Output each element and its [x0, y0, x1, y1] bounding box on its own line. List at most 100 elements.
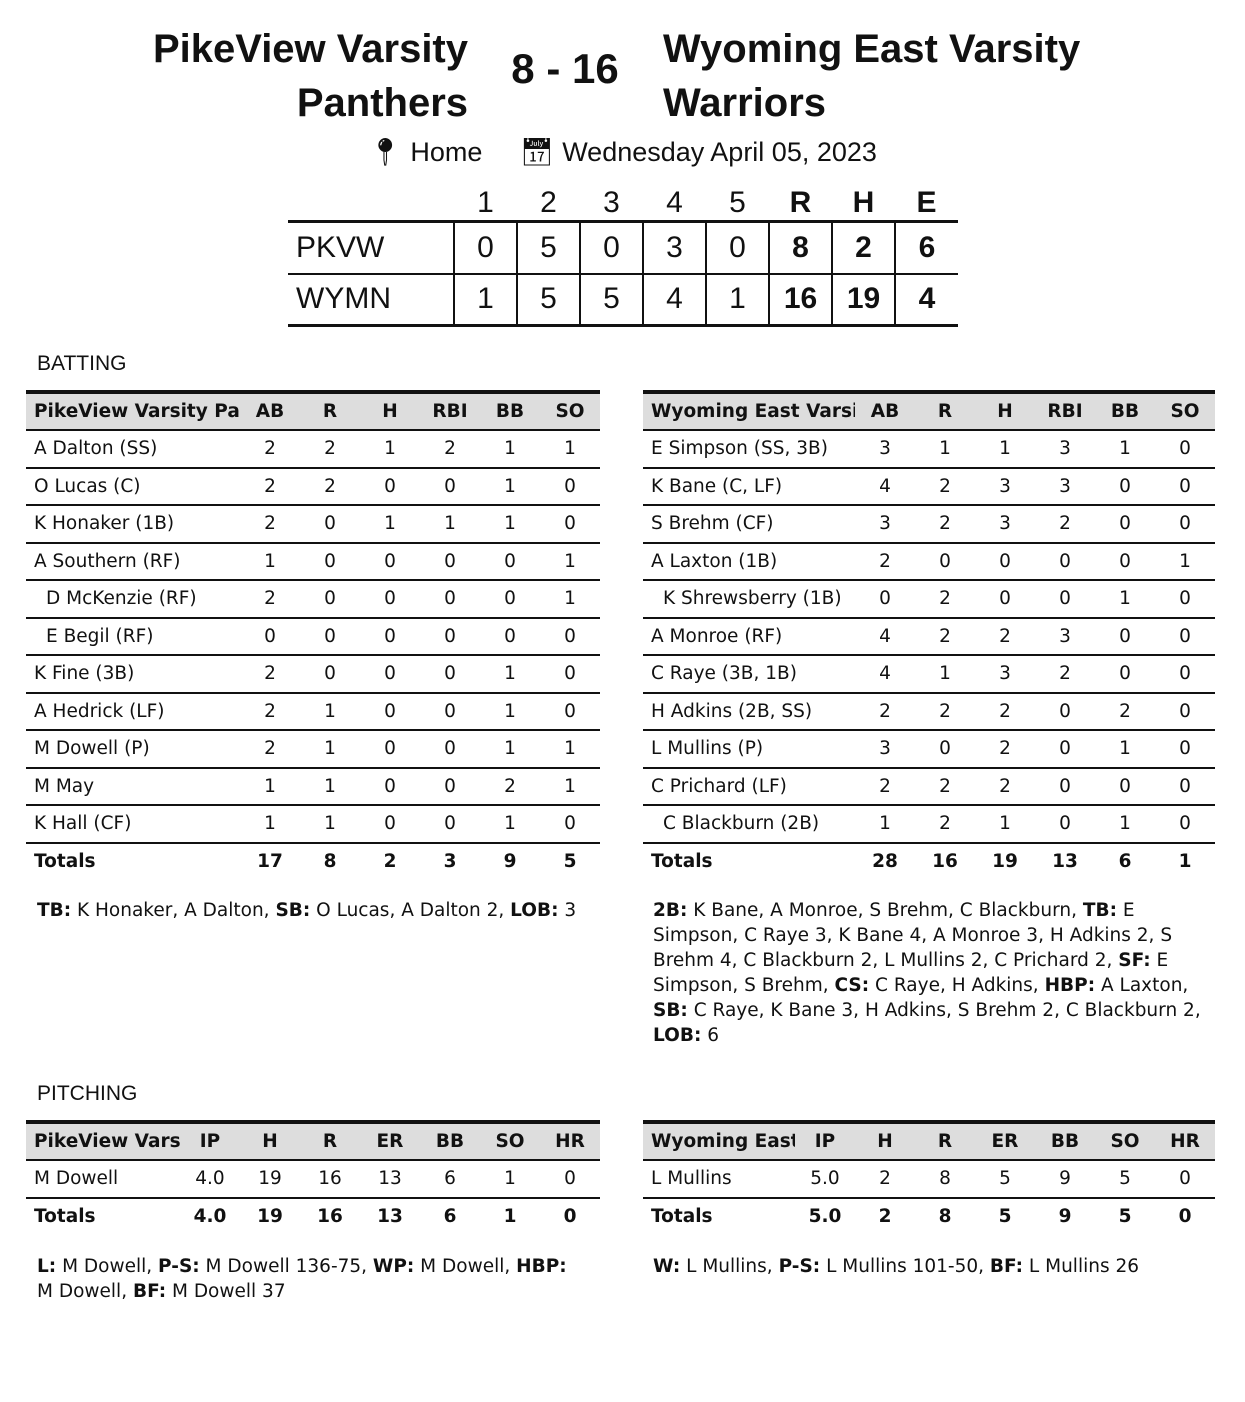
stat-cell: 0 — [540, 655, 600, 694]
stat-cell: 3 — [1035, 467, 1095, 506]
team-abbr: PKVW — [288, 220, 454, 275]
column-header: HR — [1155, 1120, 1215, 1161]
stat-cell: 2 — [855, 692, 915, 731]
pitching-table-home: PikeView Varsity PanthersIPHRERBBSOHRM D… — [26, 1120, 600, 1235]
total-cell: 5 — [998, 1206, 1012, 1228]
player-name: H Adkins (2B, SS) — [643, 692, 855, 731]
stat-cell: 2 — [855, 1160, 915, 1199]
stat-cell: 0 — [540, 805, 600, 844]
away-team-name: Wyoming East Varsity Warriors — [663, 27, 1081, 125]
stat-cell: 2 — [300, 467, 360, 506]
inning-label: 5 — [729, 186, 746, 219]
table-row: L Mullins (P) 3 0 2 0 1 0 — [643, 730, 1215, 769]
note-label: CS: — [834, 975, 870, 996]
stat-cell: 0 — [975, 542, 1035, 581]
pitching-heading: PITCHING — [37, 1082, 138, 1105]
player-name: O Lucas (C) — [26, 467, 240, 506]
stat-cell: 0 — [420, 580, 480, 619]
linescore-header: 1 2 3 4 5 R H E — [288, 186, 958, 222]
stat-cell: 2 — [975, 692, 1035, 731]
stat-cell: 0 — [540, 1160, 600, 1199]
note-text: M Dowell, — [56, 1256, 159, 1277]
stat-cell: 16 — [300, 1160, 360, 1199]
column-header: BB — [480, 390, 540, 431]
stat-cell: 0 — [1095, 505, 1155, 544]
note-label: BF: — [989, 1256, 1024, 1277]
table-row: E Begil (RF) 0 0 0 0 0 0 — [26, 617, 600, 656]
stat-cell: 0 — [360, 730, 420, 769]
total-cell: 5.0 — [808, 1206, 842, 1228]
linescore-row: PKVW 0 5 0 3 0 8 2 6 — [288, 220, 958, 275]
totals-label: Totals — [34, 1206, 96, 1228]
stat-cell: 0 — [300, 655, 360, 694]
column-header: H — [855, 1120, 915, 1161]
stat-cell: 0 — [1035, 580, 1095, 619]
stat-cell: 0 — [480, 542, 540, 581]
table-row: E Simpson (SS, 3B) 3 1 1 3 1 0 — [643, 430, 1215, 469]
stat-cell: 4.0 — [180, 1160, 240, 1199]
note-label: P-S: — [778, 1256, 821, 1277]
stat-cell: 0 — [1155, 655, 1215, 694]
stat-cell: 1 — [975, 805, 1035, 844]
total-cell: 13 — [377, 1206, 403, 1228]
stat-cell: 0 — [1155, 467, 1215, 506]
totals-row: Totals 5.0 2 8 5 9 5 0 — [643, 1198, 1215, 1236]
stat-cell: 0 — [420, 655, 480, 694]
stat-cell: 1 — [480, 1160, 540, 1199]
stat-cell: 0 — [420, 542, 480, 581]
column-header: SO — [540, 390, 600, 431]
batting-heading: BATTING — [37, 352, 127, 375]
column-header: IP — [180, 1120, 240, 1161]
pitching-notes-home: L: M Dowell, P-S: M Dowell 136-75, WP: M… — [37, 1254, 577, 1304]
table-row: C Raye (3B, 1B) 4 1 3 2 0 0 — [643, 655, 1215, 694]
stat-cell: 0 — [1095, 467, 1155, 506]
note-text: O Lucas, A Dalton 2, — [310, 900, 511, 921]
linescore-cell: 4 — [894, 273, 958, 327]
player-name: C Raye (3B, 1B) — [643, 655, 855, 694]
note-text: C Raye, K Bane 3, H Adkins, S Brehm 2, C… — [687, 1000, 1201, 1021]
stat-cell: 0 — [1035, 805, 1095, 844]
stat-cell: 2 — [975, 617, 1035, 656]
stat-cell: 0 — [360, 805, 420, 844]
column-header: AB — [855, 390, 915, 431]
table-row: K Hall (CF) 1 1 0 0 1 0 — [26, 805, 600, 844]
stat-cell: 1 — [540, 730, 600, 769]
column-header: RBI — [1035, 390, 1095, 431]
stat-cell: 2 — [855, 542, 915, 581]
stat-cell: 2 — [240, 655, 300, 694]
player-name: M May — [26, 767, 240, 806]
totals-row: Totals 17 8 2 3 9 5 — [26, 843, 600, 881]
player-name: K Fine (3B) — [26, 655, 240, 694]
stat-cell: 3 — [855, 430, 915, 469]
note-text: C Raye, H Adkins, — [869, 975, 1045, 996]
note-text: M Dowell, — [414, 1256, 517, 1277]
stat-cell: 1 — [480, 505, 540, 544]
stat-cell: 3 — [1035, 617, 1095, 656]
inning-label: H — [852, 186, 875, 219]
stat-cell: 0 — [360, 542, 420, 581]
final-score: 8 - 16 — [511, 45, 619, 92]
stat-cell: 0 — [360, 767, 420, 806]
stat-cell: 0 — [1035, 692, 1095, 731]
table-row: H Adkins (2B, SS) 2 2 2 0 2 0 — [643, 692, 1215, 731]
column-header: SO — [1155, 390, 1215, 431]
total-cell: 6 — [1118, 851, 1132, 873]
stat-cell: 0 — [360, 617, 420, 656]
stat-cell: 0 — [1095, 542, 1155, 581]
stat-cell: 0 — [1155, 580, 1215, 619]
stat-cell: 1 — [855, 805, 915, 844]
stat-cell: 0 — [855, 580, 915, 619]
stat-cell: 1 — [1095, 430, 1155, 469]
stat-cell: 0 — [360, 655, 420, 694]
stat-cell: 1 — [360, 505, 420, 544]
stat-cell: 0 — [1095, 617, 1155, 656]
linescore-cell: 4 — [642, 273, 706, 327]
stat-cell: 1 — [540, 542, 600, 581]
table-row: A Laxton (1B) 2 0 0 0 0 1 — [643, 542, 1215, 581]
stat-cell: 0 — [1035, 730, 1095, 769]
total-cell: 4.0 — [193, 1206, 227, 1228]
linescore-cell: 1 — [705, 273, 769, 327]
stat-cell: 6 — [420, 1160, 480, 1199]
total-cell: 13 — [1052, 851, 1078, 873]
column-header: IP — [795, 1120, 855, 1161]
